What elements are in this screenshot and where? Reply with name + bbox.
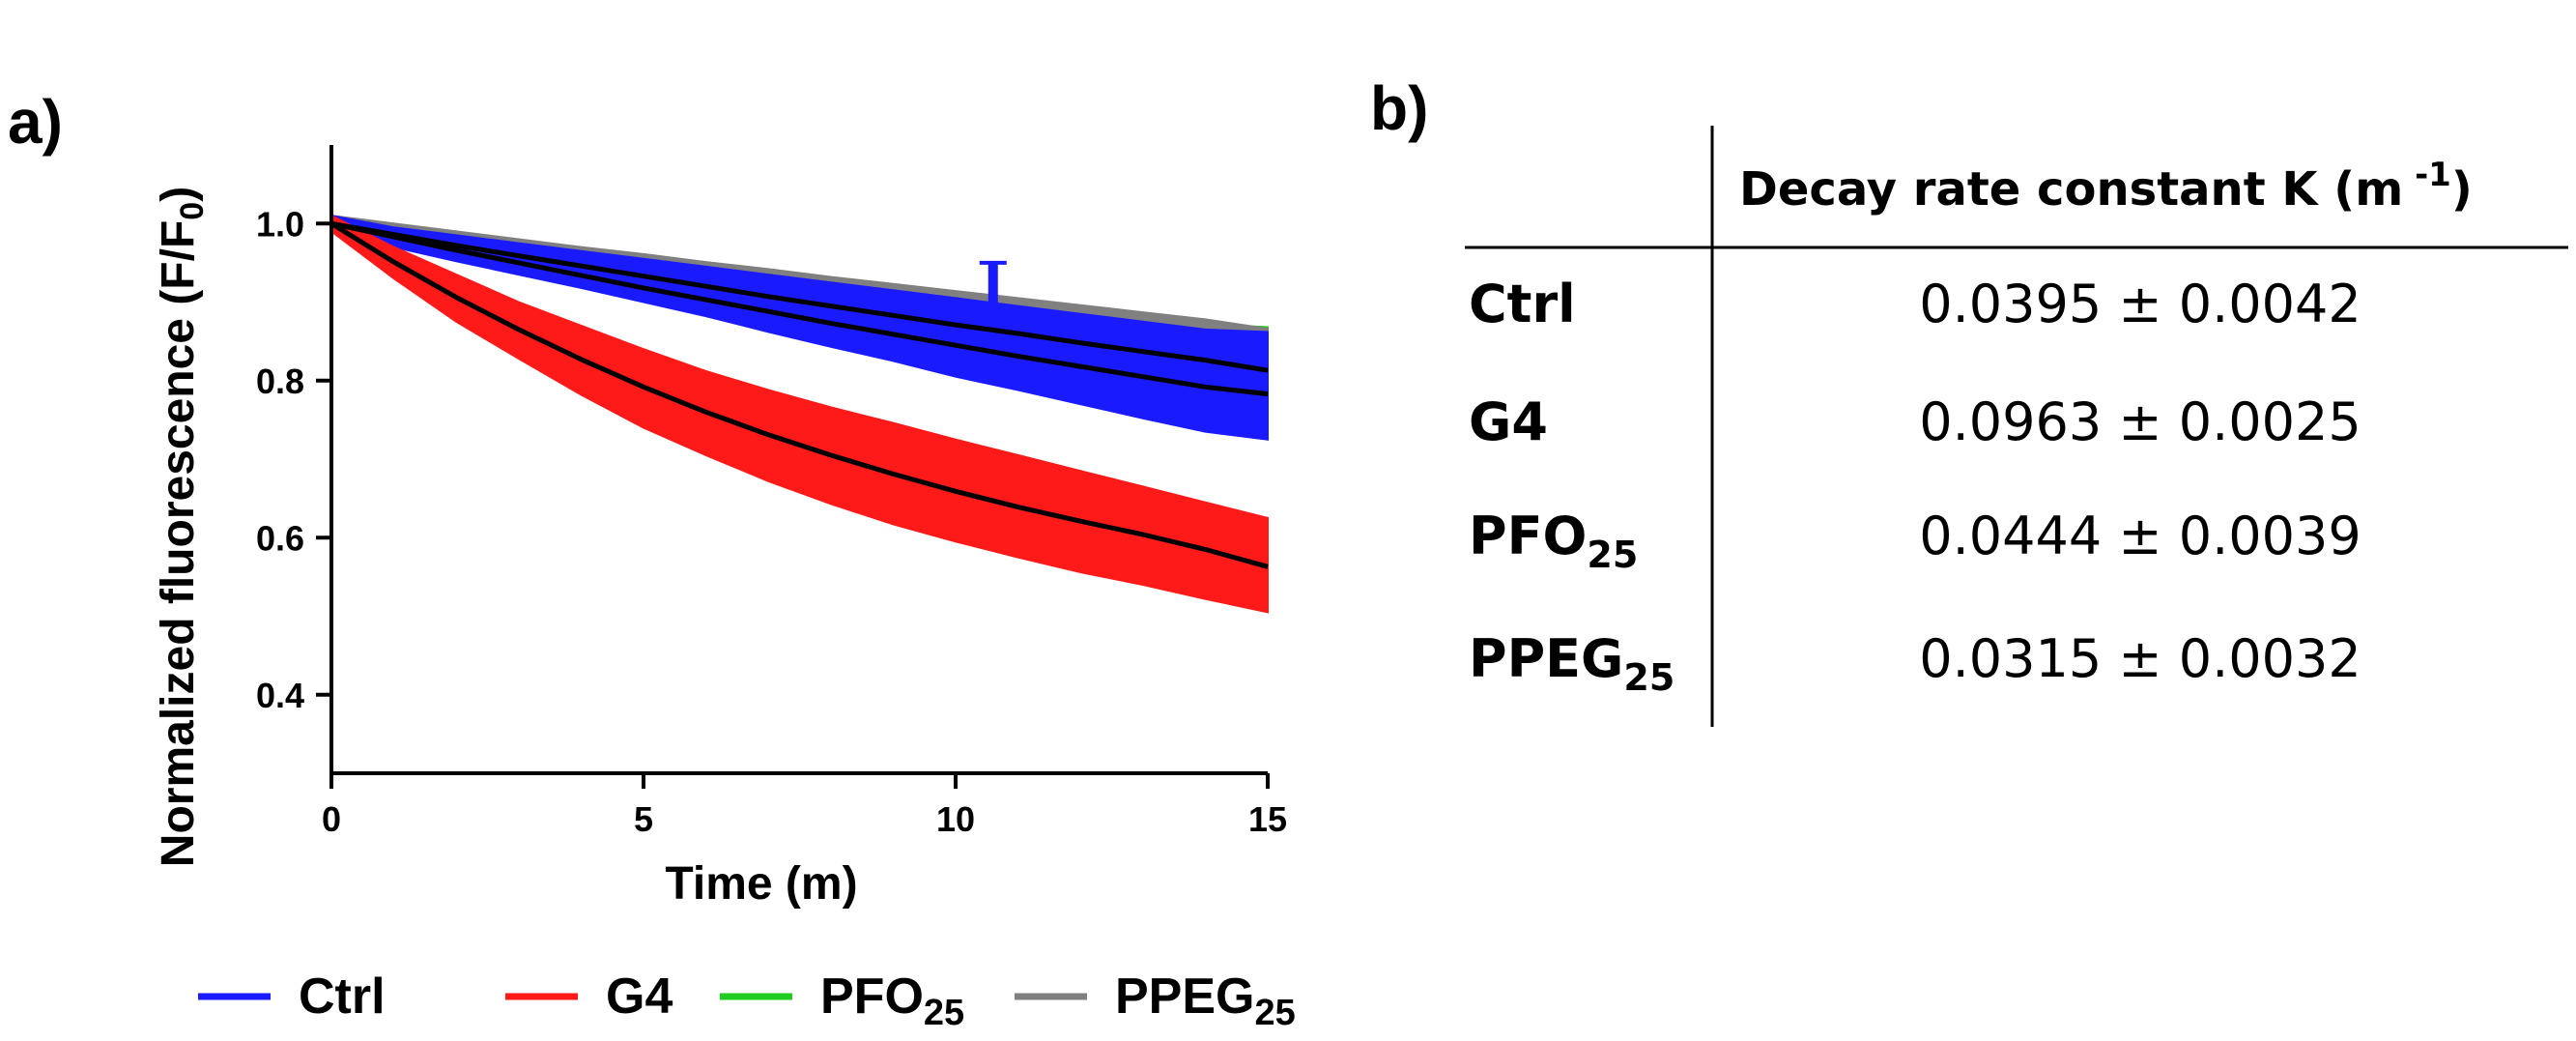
chart-axes [329, 145, 1268, 775]
y-tick-label: 0.4 [256, 676, 304, 715]
panel-b-label: b) [1370, 73, 1428, 143]
y-axis-title-close: ) [153, 187, 204, 202]
table-row-label: G4 [1469, 391, 1548, 452]
error-band-g4 [330, 214, 1269, 614]
fit-g4-line [329, 221, 1269, 569]
table-row-label: PFO25 [1469, 506, 1638, 576]
table-header-main: Decay rate constant K (m [1739, 162, 2403, 217]
y-axis-title: Normalized fluorescence (F/F0) [153, 187, 211, 867]
panel-a-label: a) [8, 87, 63, 157]
x-axis-title: Time (m) [665, 858, 857, 910]
fit-upper-line [330, 220, 1269, 373]
y-tick-label: 0.8 [256, 361, 304, 401]
table-header: Decay rate constant K (m -1) [1739, 156, 2473, 217]
table-row-value: 0.0315 ± 0.0032 [1919, 628, 2361, 689]
legend-label-ppeg: PPEG25 [1115, 969, 1296, 1033]
y-tick-label: 0.6 [256, 518, 304, 558]
fit-lower-line [330, 220, 1269, 397]
x-ticks: 0 5 10 15 [322, 773, 1287, 839]
table-row-value: 0.0963 ± 0.0025 [1919, 391, 2361, 452]
chart-legend: Ctrl G4 PFO25 PPEG25 [198, 969, 1296, 1033]
y-tick-label: 1.0 [256, 204, 304, 244]
x-tick-label: 15 [1248, 799, 1287, 839]
error-bands [330, 214, 1269, 614]
table-row-label: PPEG25 [1469, 628, 1674, 699]
x-tick-label: 0 [322, 799, 341, 839]
fit-curves [329, 220, 1269, 569]
table-rows: Ctrl 0.0395 ± 0.0042 G4 0.0963 ± 0.0025 PFO2… [1469, 274, 2361, 699]
y-axis-title-main: Normalized fluorescence (F/F [153, 220, 204, 868]
table-row-value: 0.0444 ± 0.0039 [1919, 506, 2361, 566]
x-tick-label: 10 [936, 799, 975, 839]
y-ticks: 0.4 0.6 0.8 1.0 [256, 204, 331, 715]
decay-rate-table: Decay rate constant K (m -1) Ctrl 0.0395 … [1465, 126, 2568, 727]
legend-label-ctrl: Ctrl [299, 969, 386, 1025]
table-header-close: ) [2451, 162, 2473, 217]
chart-panel-a: 0 5 10 15 0.4 0.6 0.8 1.0 Time (m) Normalized … [153, 145, 1287, 910]
table-header-sup: -1 [2403, 156, 2451, 194]
x-tick-label: 5 [634, 799, 653, 839]
y-axis-title-sub: 0 [174, 202, 211, 220]
table-row-value: 0.0395 ± 0.0042 [1919, 274, 2361, 334]
legend-label-g4: G4 [606, 969, 673, 1025]
legend-label-pfo: PFO25 [820, 969, 964, 1033]
table-row-label: Ctrl [1469, 274, 1576, 334]
